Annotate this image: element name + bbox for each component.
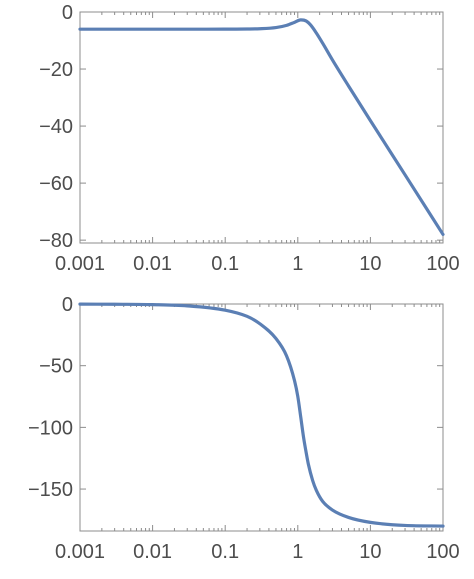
phase-plot: 0.001 0.01 0.1 1 10 100 0 −50 −100 −150: [28, 294, 460, 563]
x-tick-label: 1: [292, 541, 303, 563]
x-tick-label: 0.1: [211, 253, 239, 275]
x-tick-label: 100: [426, 541, 459, 563]
x-tick-label: 0.001: [55, 541, 105, 563]
x-tick-label: 0.001: [55, 253, 105, 275]
x-tick-label: 1: [292, 253, 303, 275]
x-tick-label: 10: [359, 253, 381, 275]
y-tick-label: 0: [62, 2, 73, 24]
plot-frame: [79, 303, 444, 532]
y-tick-label: −40: [39, 116, 73, 138]
plot-frame: [79, 11, 444, 244]
y-tick-label: −150: [28, 479, 73, 501]
series-line: [78, 18, 445, 237]
y-tick-label: −20: [39, 59, 73, 81]
y-tick-label: 0: [62, 294, 73, 316]
x-tick-label: 0.1: [211, 541, 239, 563]
y-tick-label: −80: [39, 230, 73, 252]
x-tick-label: 0.01: [133, 541, 172, 563]
x-tick-label: 0.01: [133, 253, 172, 275]
y-tick-label: −100: [28, 417, 73, 439]
y-tick-label: −50: [39, 356, 73, 378]
magnitude-plot: 0.001 0.01 0.1 1 10 100 0 −20 −40 −60 −80: [39, 2, 460, 275]
x-tick-label: 100: [426, 253, 459, 275]
x-tick-label: 10: [359, 541, 381, 563]
y-tick-label: −60: [39, 173, 73, 195]
series-line: [78, 302, 445, 528]
